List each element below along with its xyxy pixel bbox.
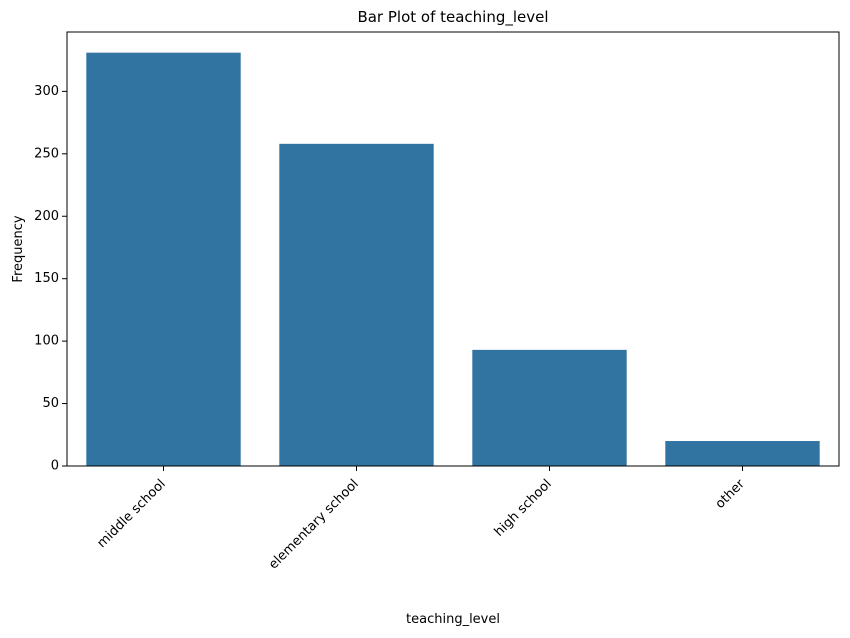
y-tick-label: 50 (42, 396, 59, 411)
bar-elementary-school (279, 143, 434, 466)
y-tick-label: 300 (34, 84, 59, 99)
plot-frame (66, 31, 840, 467)
y-axis-label: Frequency (11, 215, 26, 282)
bars-group (86, 52, 820, 467)
x-tick-label: elementary school (266, 477, 362, 573)
chart-title: Bar Plot of teaching_level (357, 8, 548, 27)
y-tick-label: 200 (34, 209, 59, 224)
bar-other (665, 441, 820, 466)
bar-middle-school (86, 52, 241, 467)
y-ticks-group: 0 50 100 150 200 250 300 (34, 84, 67, 474)
y-tick-label: 0 (51, 459, 59, 474)
x-ticks-group: middle school elementary school high schoo… (94, 466, 748, 572)
x-tick-label: other (713, 476, 749, 512)
y-tick-label: 150 (34, 271, 59, 286)
bar-high-school (472, 349, 627, 466)
x-tick-label: middle school (94, 477, 168, 551)
x-axis-label: teaching_level (406, 612, 500, 627)
y-tick-label: 250 (34, 146, 59, 161)
y-tick-label: 100 (34, 334, 59, 349)
x-tick-label: high school (492, 477, 555, 540)
